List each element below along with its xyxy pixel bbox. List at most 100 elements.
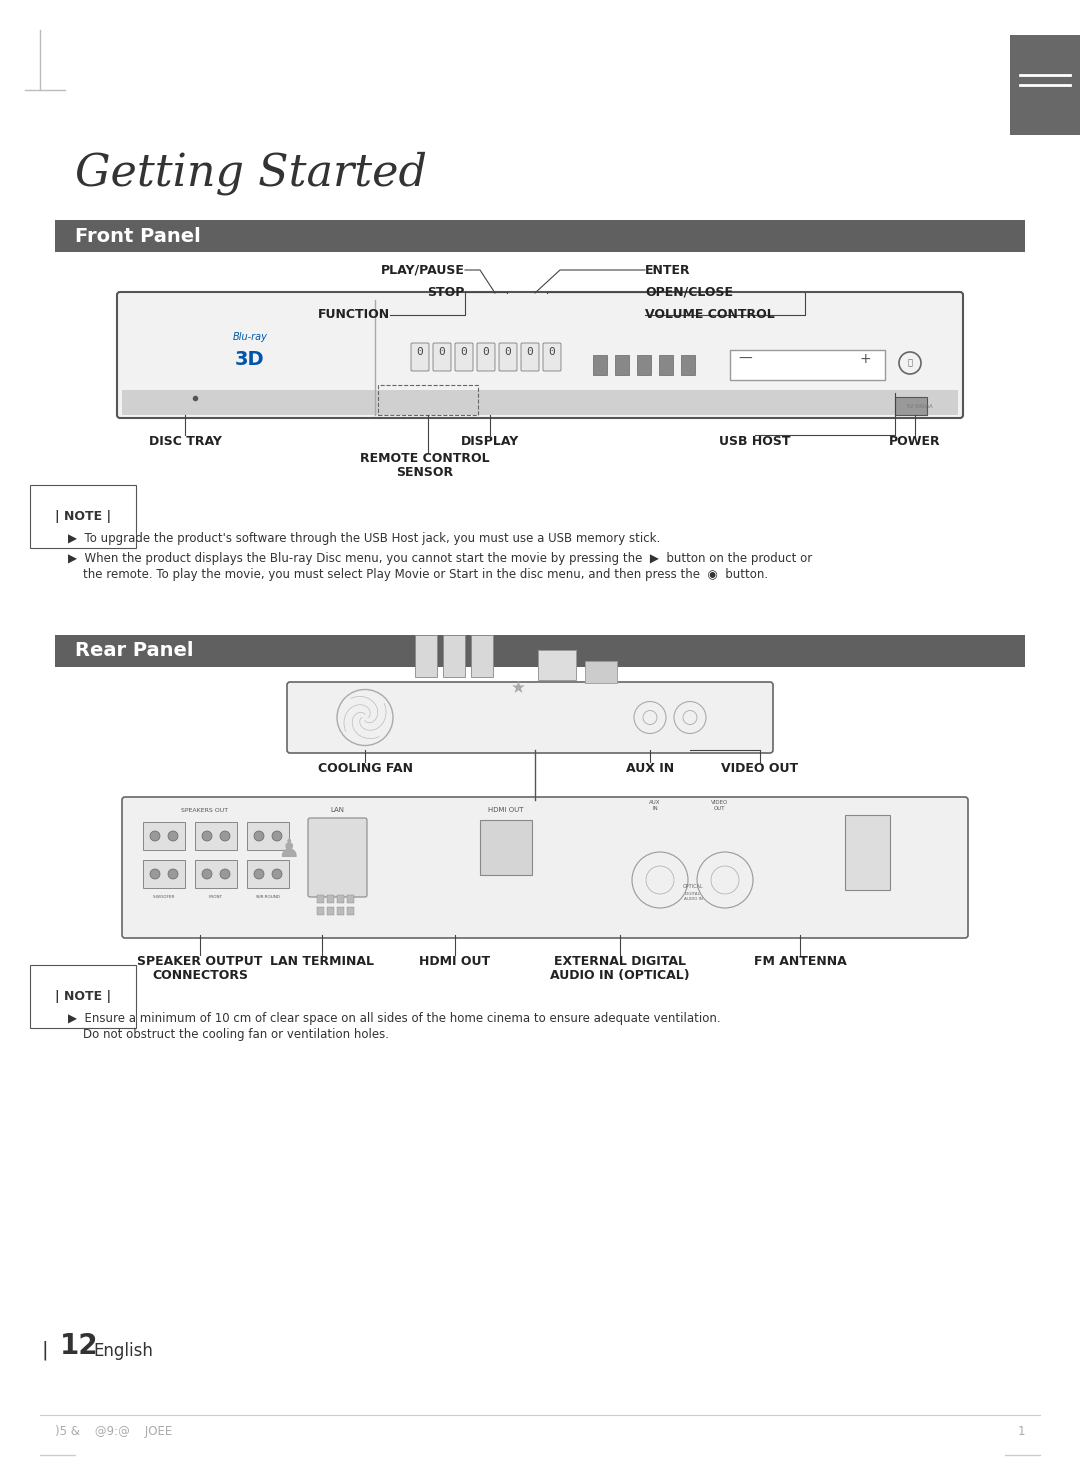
Text: DIGITAL
AUDIO IN: DIGITAL AUDIO IN [684, 892, 702, 901]
Text: HDMI OUT: HDMI OUT [419, 955, 490, 967]
Text: SPEAKER OUTPUT: SPEAKER OUTPUT [137, 955, 262, 967]
Bar [327, 907, 334, 916]
Text: LAN: LAN [330, 808, 345, 813]
Text: 1: 1 [1017, 1424, 1025, 1438]
Bar [247, 859, 289, 887]
Bar [895, 396, 927, 416]
Text: —: — [738, 352, 752, 365]
FancyBboxPatch shape [122, 797, 968, 938]
Text: AUX IN: AUX IN [626, 762, 674, 775]
Text: ▶  When the product displays the Blu-ray Disc menu, you cannot start the movie b: ▶ When the product displays the Blu-ray … [68, 552, 812, 565]
Bar [471, 634, 492, 677]
Bar [681, 355, 696, 376]
Text: 5V 500mA: 5V 500mA [907, 404, 933, 410]
Bar [143, 822, 185, 850]
Text: Getting Started: Getting Started [75, 151, 427, 195]
Bar [337, 907, 345, 916]
Text: USB HOST: USB HOST [719, 435, 791, 448]
Bar [347, 895, 354, 904]
Text: VOLUME CONTROL: VOLUME CONTROL [645, 309, 774, 321]
FancyBboxPatch shape [455, 343, 473, 371]
Bar [327, 895, 334, 904]
Bar [415, 634, 437, 677]
Text: REMOTE CONTROL: REMOTE CONTROL [361, 453, 490, 464]
Text: FM ANTENNA: FM ANTENNA [754, 955, 847, 967]
FancyBboxPatch shape [499, 343, 517, 371]
Bar [55, 220, 1025, 251]
Text: Do not obstruct the cooling fan or ventilation holes.: Do not obstruct the cooling fan or venti… [68, 1028, 389, 1041]
Bar [318, 895, 324, 904]
FancyBboxPatch shape [477, 343, 495, 371]
Bar [195, 859, 237, 887]
Text: 12: 12 [60, 1333, 98, 1361]
Bar [195, 822, 237, 850]
Bar [845, 815, 890, 890]
Text: OPTICAL: OPTICAL [683, 884, 703, 889]
Bar [1010, 35, 1080, 135]
Text: OPEN/CLOSE: OPEN/CLOSE [645, 285, 733, 299]
Text: ♟: ♟ [276, 839, 299, 862]
Circle shape [220, 870, 230, 879]
Text: HDMI OUT: HDMI OUT [488, 808, 524, 813]
Text: SUR.ROUND: SUR.ROUND [256, 895, 281, 899]
Text: S.WOOFER: S.WOOFER [152, 895, 175, 899]
FancyBboxPatch shape [521, 343, 539, 371]
Bar [143, 859, 185, 887]
Bar [347, 907, 354, 916]
Text: 0: 0 [417, 348, 423, 356]
Bar [637, 355, 651, 376]
Bar [122, 390, 958, 416]
Bar [378, 385, 478, 416]
Text: VIDEO
OUT: VIDEO OUT [712, 800, 729, 810]
FancyBboxPatch shape [433, 343, 451, 371]
Circle shape [272, 831, 282, 842]
Text: English: English [93, 1341, 153, 1361]
Text: ⏻: ⏻ [907, 358, 913, 367]
Text: ▶  Ensure a minimum of 10 cm of clear space on all sides of the home cinema to e: ▶ Ensure a minimum of 10 cm of clear spa… [68, 1012, 720, 1025]
Text: |: | [42, 1340, 55, 1361]
Text: | NOTE |: | NOTE | [55, 510, 111, 524]
Text: the remote. To play the movie, you must select Play Movie or Start in the disc m: the remote. To play the movie, you must … [68, 568, 768, 581]
Text: Rear Panel: Rear Panel [75, 642, 193, 661]
Text: 0: 0 [527, 348, 534, 356]
FancyBboxPatch shape [308, 818, 367, 896]
Text: | NOTE |: | NOTE | [55, 989, 111, 1003]
Text: ▶  To upgrade the product's software through the USB Host jack, you must use a U: ▶ To upgrade the product's software thro… [68, 532, 660, 544]
Text: 0: 0 [483, 348, 489, 356]
Text: AUDIO IN (OPTICAL): AUDIO IN (OPTICAL) [550, 969, 690, 982]
Text: Blu-ray: Blu-ray [232, 331, 268, 342]
Bar [585, 661, 617, 683]
Text: STOP: STOP [428, 285, 465, 299]
Text: PLAY/PAUSE: PLAY/PAUSE [381, 263, 465, 277]
FancyBboxPatch shape [543, 343, 561, 371]
Circle shape [150, 831, 160, 842]
FancyBboxPatch shape [411, 343, 429, 371]
Text: AUX
IN: AUX IN [649, 800, 661, 810]
Bar [615, 355, 629, 376]
Bar [538, 649, 576, 680]
Text: POWER: POWER [889, 435, 941, 448]
Bar [443, 634, 465, 677]
Text: DISC TRAY: DISC TRAY [149, 435, 221, 448]
Text: 0: 0 [504, 348, 511, 356]
Text: LAN TERMINAL: LAN TERMINAL [270, 955, 374, 967]
Text: 0: 0 [549, 348, 555, 356]
Circle shape [272, 870, 282, 879]
Circle shape [254, 831, 264, 842]
Text: 0: 0 [438, 348, 445, 356]
Text: SENSOR: SENSOR [396, 466, 454, 479]
Text: VIDEO OUT: VIDEO OUT [721, 762, 798, 775]
Text: )5 &    @9:@    JOEE: )5 & @9:@ JOEE [55, 1424, 172, 1438]
Circle shape [254, 870, 264, 879]
Text: 3D: 3D [235, 351, 265, 368]
Text: ENTER: ENTER [645, 263, 690, 277]
Text: +: + [860, 352, 870, 365]
Text: CONNECTORS: CONNECTORS [152, 969, 248, 982]
FancyBboxPatch shape [117, 291, 963, 419]
Circle shape [202, 870, 212, 879]
Text: DISPLAY: DISPLAY [461, 435, 519, 448]
Circle shape [150, 870, 160, 879]
Text: SPEAKERS OUT: SPEAKERS OUT [181, 808, 229, 813]
Circle shape [220, 831, 230, 842]
Bar [318, 907, 324, 916]
